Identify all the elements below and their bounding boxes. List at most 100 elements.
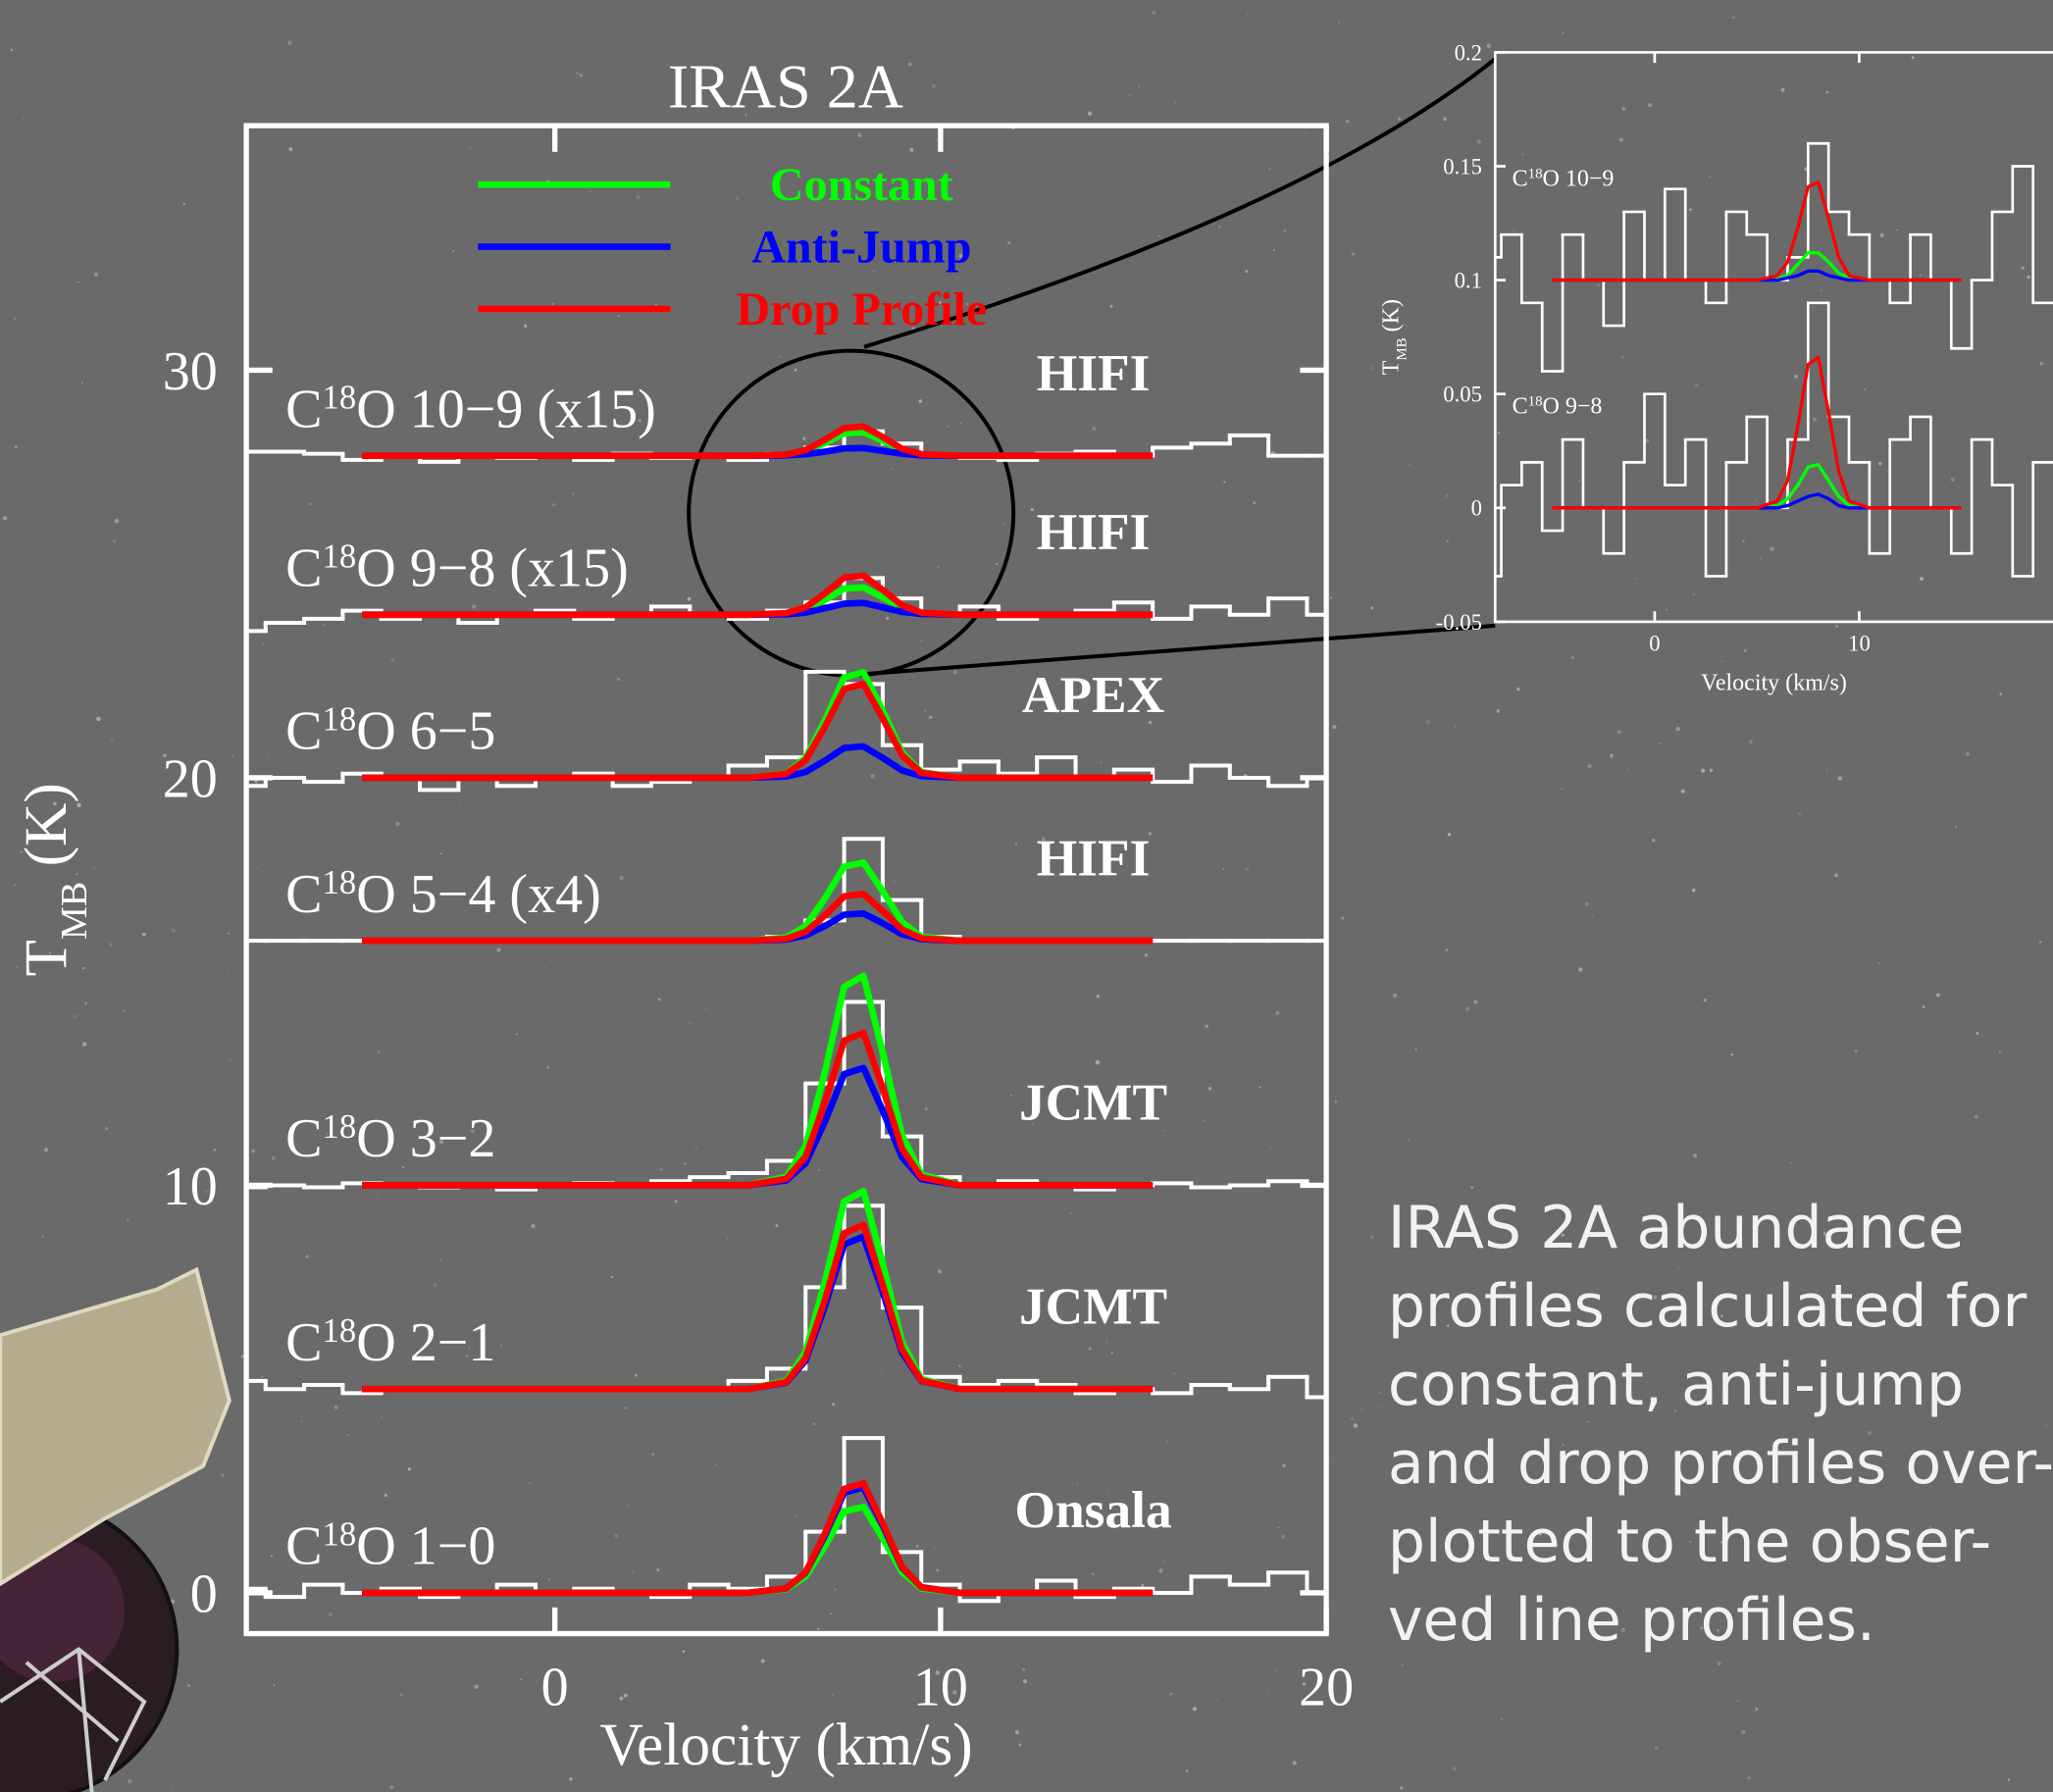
star (1461, 1234, 1463, 1237)
star (621, 1525, 622, 1526)
star (958, 1364, 961, 1367)
star (1660, 742, 1662, 744)
star (1315, 1077, 1316, 1078)
star (627, 1504, 628, 1505)
star (832, 1403, 835, 1406)
star (11, 48, 14, 51)
star (953, 671, 957, 675)
star (1268, 1691, 1269, 1692)
line-label-part: 18 (1528, 394, 1543, 410)
star (818, 1169, 820, 1171)
star (2045, 1425, 2046, 1426)
star (1690, 1541, 1691, 1542)
star (1585, 902, 1589, 906)
star (1400, 1786, 1403, 1789)
star (1655, 1746, 1659, 1750)
star (23, 117, 25, 119)
star (1931, 1414, 1933, 1416)
star (938, 1269, 942, 1273)
star (658, 998, 661, 1001)
star (652, 1453, 655, 1456)
line-label-part: O 10−9 (x15) (356, 379, 656, 439)
star (1002, 523, 1004, 525)
star (299, 643, 300, 644)
star (580, 74, 583, 77)
telescope-label: JCMT (1019, 1276, 1167, 1335)
star (1443, 117, 1447, 121)
star (1139, 85, 1141, 87)
star (1206, 1025, 1208, 1028)
star (915, 1392, 916, 1393)
star (251, 1150, 255, 1153)
telescope-label: APEX (1022, 665, 1164, 724)
star (938, 566, 940, 568)
star (1792, 1442, 1794, 1444)
star (719, 591, 720, 592)
line-label-part: 18 (323, 1310, 357, 1349)
star (690, 1023, 692, 1025)
star (228, 933, 230, 935)
star (2008, 1778, 2010, 1780)
star (1276, 1670, 1278, 1672)
star (552, 503, 555, 506)
star (182, 202, 185, 205)
star (1247, 14, 1248, 15)
star (1809, 1609, 1812, 1612)
star (128, 1779, 131, 1783)
line-label-part: O 5−4 (x4) (356, 864, 601, 925)
star (947, 426, 949, 428)
star (524, 325, 527, 328)
star (625, 1407, 627, 1408)
star (1701, 769, 1705, 773)
star (886, 617, 890, 621)
star (551, 303, 553, 305)
star (272, 1156, 276, 1160)
star (894, 881, 895, 882)
star (624, 1693, 628, 1697)
line-label-part: 18 (323, 378, 357, 416)
star (736, 197, 739, 200)
star (1912, 56, 1915, 59)
star (1174, 101, 1177, 104)
star (1587, 764, 1591, 768)
star (1408, 1139, 1410, 1141)
telescope-label: Onsala (1014, 1480, 1171, 1539)
star (1692, 889, 1696, 893)
star (833, 925, 835, 927)
star (1360, 1409, 1362, 1411)
star (1193, 1707, 1197, 1711)
star (1446, 948, 1448, 950)
star (14, 317, 17, 320)
star (1782, 1614, 1784, 1616)
star (1354, 1423, 1358, 1427)
star (77, 282, 79, 283)
star (1756, 499, 1757, 500)
star (1007, 241, 1010, 244)
star (1695, 384, 1699, 387)
star (274, 1684, 276, 1686)
star (1447, 540, 1449, 542)
star (1282, 1463, 1286, 1467)
line-label-part: C (285, 1312, 322, 1373)
star (529, 1482, 531, 1484)
star (301, 1420, 303, 1422)
star (1370, 1235, 1374, 1239)
star (408, 1467, 411, 1470)
star (1246, 868, 1249, 871)
star (1597, 283, 1600, 286)
star (1936, 993, 1940, 997)
star (1152, 11, 1155, 15)
star (1216, 1700, 1217, 1701)
x-tick-label: 10 (913, 1657, 968, 1717)
star (1917, 708, 1918, 709)
star (1393, 994, 1397, 998)
star (1760, 558, 1761, 559)
star (81, 382, 83, 384)
star (1455, 726, 1457, 728)
star (1238, 928, 1239, 929)
x-axis-label: Velocity (km/s) (600, 1712, 973, 1778)
star (1332, 725, 1336, 729)
star (165, 1229, 166, 1230)
y-tick-label: 0 (190, 1564, 218, 1625)
star (93, 868, 95, 870)
